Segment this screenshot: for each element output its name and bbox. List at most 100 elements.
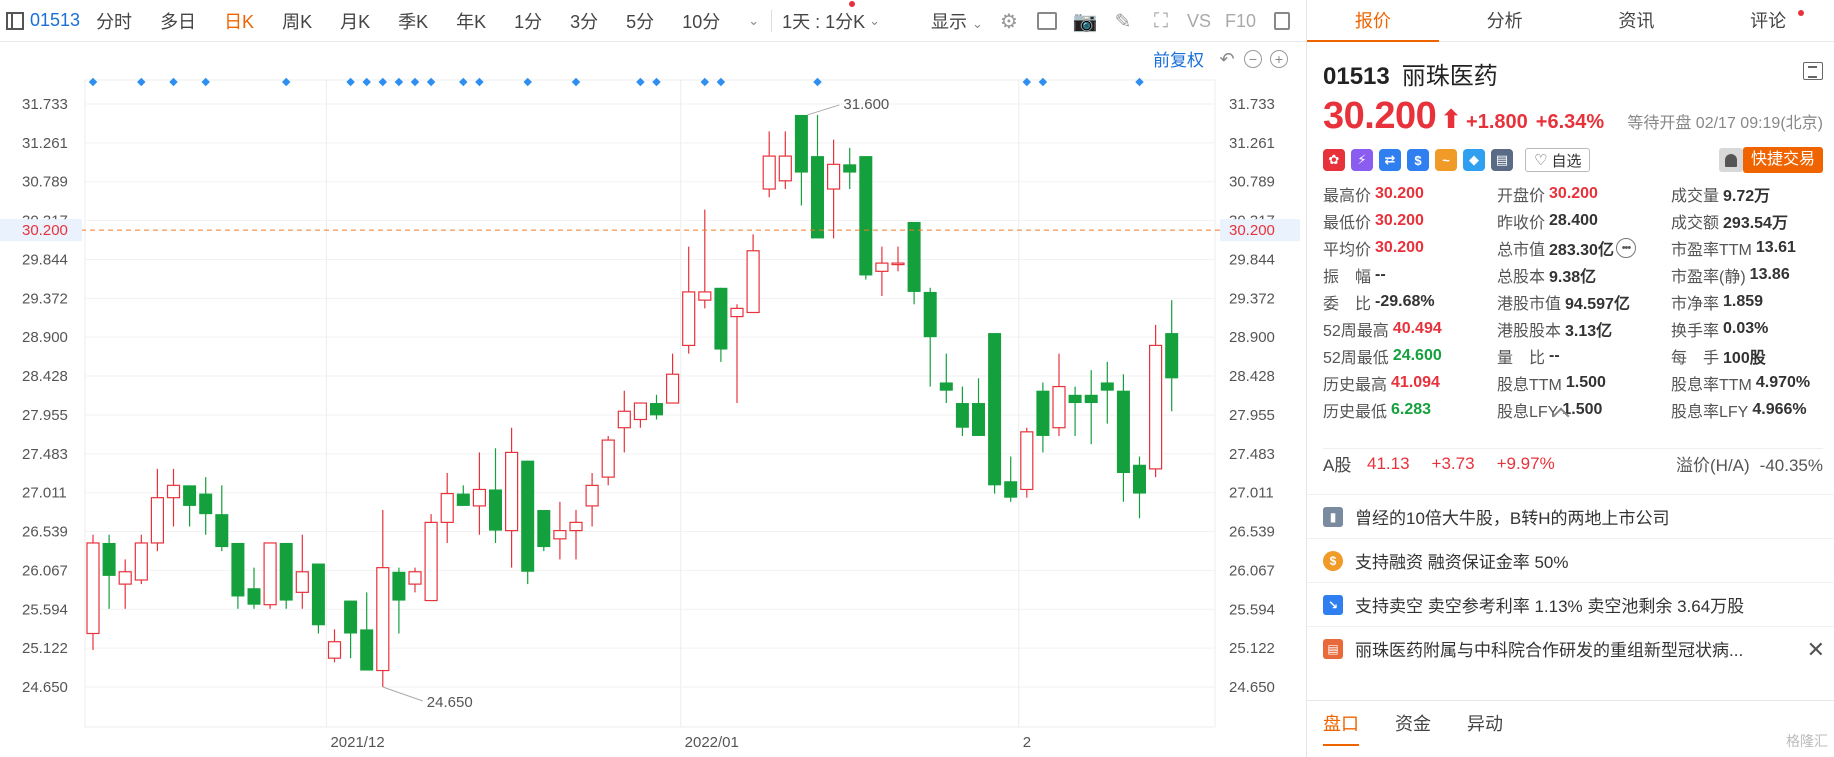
bottom-tab-2[interactable]: 异动: [1467, 713, 1503, 734]
event-marker: [636, 77, 645, 87]
quote-cell: 市盈率(静) 13.86: [1671, 263, 1833, 287]
bottom-tab-0[interactable]: 盘口: [1323, 710, 1359, 746]
zoom-in-icon[interactable]: +: [1270, 49, 1288, 68]
event-marker: [362, 77, 371, 87]
quote-label: 港股市值: [1497, 295, 1562, 313]
dollar-icon[interactable]: $: [1407, 149, 1429, 171]
info-row[interactable]: ▤ 丽珠医药附属与中科院合作研发的重组新型冠状病... ✕: [1307, 626, 1834, 670]
watermark-logo: 格隆汇: [1786, 733, 1828, 749]
candlestick-chart[interactable]: 31.73331.73331.26131.26130.78930.78930.3…: [0, 0, 1306, 757]
book-icon: ▮: [1323, 506, 1343, 527]
quote-cell: 委 比 -29.68%: [1323, 290, 1497, 314]
y-tick-label-right: 27.011: [1229, 485, 1274, 502]
quote-cell: 52周最高 40.494: [1323, 317, 1497, 341]
undo-icon[interactable]: ↶: [1219, 48, 1235, 69]
candle-body: [1133, 464, 1146, 494]
tab-1[interactable]: 分析: [1486, 11, 1523, 31]
quote-row: 52周最高 40.494 港股股本 3.13亿 换手率 0.03%: [1323, 315, 1833, 342]
candle-body: [231, 542, 245, 597]
trend-icon[interactable]: ~: [1435, 149, 1457, 171]
sidebar-toggle-icon[interactable]: [6, 11, 24, 30]
quote-value: 6.283: [1391, 400, 1432, 418]
bottom-tab-1[interactable]: 资金: [1395, 713, 1431, 734]
close-icon[interactable]: ✕: [1806, 637, 1825, 662]
candle-body: [199, 493, 213, 515]
list-icon[interactable]: [1803, 62, 1823, 80]
hk-connect-icon[interactable]: ✿: [1323, 149, 1345, 171]
layout-box-icon[interactable]: [1035, 9, 1059, 33]
zoom-out-icon[interactable]: −: [1244, 49, 1262, 68]
y-tick-label-left: 25.122: [22, 640, 68, 657]
doc-icon[interactable]: ▤: [1491, 149, 1513, 171]
quote-value: 4.970%: [1755, 373, 1811, 391]
tab-2[interactable]: 资讯: [1618, 11, 1655, 31]
candle-body: [376, 567, 390, 672]
pencil-icon[interactable]: ✎: [1114, 10, 1132, 33]
bell-icon[interactable]: [1719, 148, 1743, 172]
info-row[interactable]: $ 支持融资 融资保证金率 50%: [1307, 538, 1834, 582]
quote-row: 历史最低 6.283 股息LFY 1.500 股息率LFY 4.966%: [1323, 396, 1833, 423]
adjust-mode-button[interactable]: 前复权: [1153, 51, 1204, 70]
more-icon[interactable]: •••: [1615, 237, 1636, 258]
tab-3[interactable]: 评论: [1750, 11, 1787, 31]
info-row[interactable]: ↘ 支持卖空 卖空参考利率 1.13% 卖空池剩余 3.64万股: [1307, 582, 1834, 626]
lightning-icon[interactable]: ⚡: [1351, 149, 1373, 171]
chevron-down-icon[interactable]: ⌄: [869, 12, 881, 28]
price-change-pct: +6.34%: [1535, 111, 1605, 133]
a-share-change-pct: +9.97%: [1496, 453, 1555, 473]
event-marker: [813, 77, 822, 87]
candle-body: [1036, 390, 1050, 436]
tag-icon[interactable]: ◆: [1463, 149, 1485, 171]
candle-body: [472, 488, 486, 507]
period-tab[interactable]: 周K: [282, 11, 313, 32]
period-tab[interactable]: 月K: [340, 11, 371, 32]
info-row[interactable]: ▮ 曾经的10倍大牛股，B转H的两地上市公司: [1307, 494, 1834, 538]
vs-button[interactable]: VS: [1186, 10, 1211, 31]
toolbar-stock-code: 01513: [30, 10, 81, 30]
tab-0[interactable]: 报价: [1307, 0, 1439, 42]
display-menu[interactable]: 显示 ⌄: [931, 12, 983, 32]
panel-toggle-icon[interactable]: [1270, 9, 1294, 33]
period-tab[interactable]: 5分: [626, 11, 655, 32]
swap-icon[interactable]: ⇄: [1379, 149, 1401, 171]
fullscreen-icon[interactable]: ⛶: [1153, 9, 1168, 32]
period-tab[interactable]: 3分: [570, 11, 599, 32]
quote-label: 52周最高: [1323, 322, 1389, 340]
candle-body: [569, 521, 583, 532]
candle-body: [166, 484, 181, 499]
period-tab[interactable]: 年K: [456, 11, 487, 32]
x-tick-label: 2021/12: [330, 734, 384, 751]
f10-button[interactable]: F10: [1224, 10, 1256, 31]
period-tab[interactable]: 季K: [398, 11, 429, 32]
stock-name: 丽珠医药: [1401, 63, 1498, 90]
low-annotation-line: [382, 686, 423, 702]
period-tab[interactable]: 日K: [224, 11, 255, 32]
y-tick-label-right: 29.372: [1229, 290, 1275, 307]
period-tab[interactable]: 10分: [682, 11, 721, 32]
chevron-down-icon[interactable]: ⌄: [748, 12, 760, 28]
event-marker: [201, 77, 210, 87]
candle-body: [263, 542, 277, 606]
gear-icon[interactable]: ⚙: [999, 10, 1018, 33]
fast-trade-button[interactable]: 快捷交易: [1742, 147, 1823, 173]
quote-label: 振 幅: [1323, 268, 1372, 286]
quote-value: 41.094: [1391, 373, 1440, 391]
quote-value: 1.859: [1723, 292, 1764, 310]
watchlist-button[interactable]: ♡ 自选: [1525, 148, 1591, 172]
stock-header: 01513 丽珠医药 30.200 ⬆ +1.800 +6.34% 等待开盘 0…: [1323, 56, 1823, 173]
candle-body: [923, 291, 937, 338]
quote-cell: 港股股本 3.13亿: [1497, 317, 1671, 341]
range-selector[interactable]: 1天 : 1分K: [782, 11, 866, 32]
camera-icon[interactable]: 📷: [1072, 10, 1098, 33]
candle-body: [794, 114, 808, 173]
quote-label: 股息率TTM: [1671, 376, 1752, 394]
short-icon: ↘: [1323, 594, 1343, 615]
quote-label: 量 比: [1497, 349, 1546, 367]
period-tab[interactable]: 分时: [96, 11, 133, 32]
quote-value: 1.500: [1565, 373, 1606, 391]
y-tick-label-right: 31.261: [1229, 135, 1275, 152]
a-share-row[interactable]: A股 41.13 +3.73 +9.97% 溢价(H/A) -40.35%: [1323, 448, 1823, 478]
period-tab[interactable]: 1分: [514, 11, 543, 32]
period-tab[interactable]: 多日: [160, 11, 197, 32]
candle-body: [295, 571, 309, 593]
